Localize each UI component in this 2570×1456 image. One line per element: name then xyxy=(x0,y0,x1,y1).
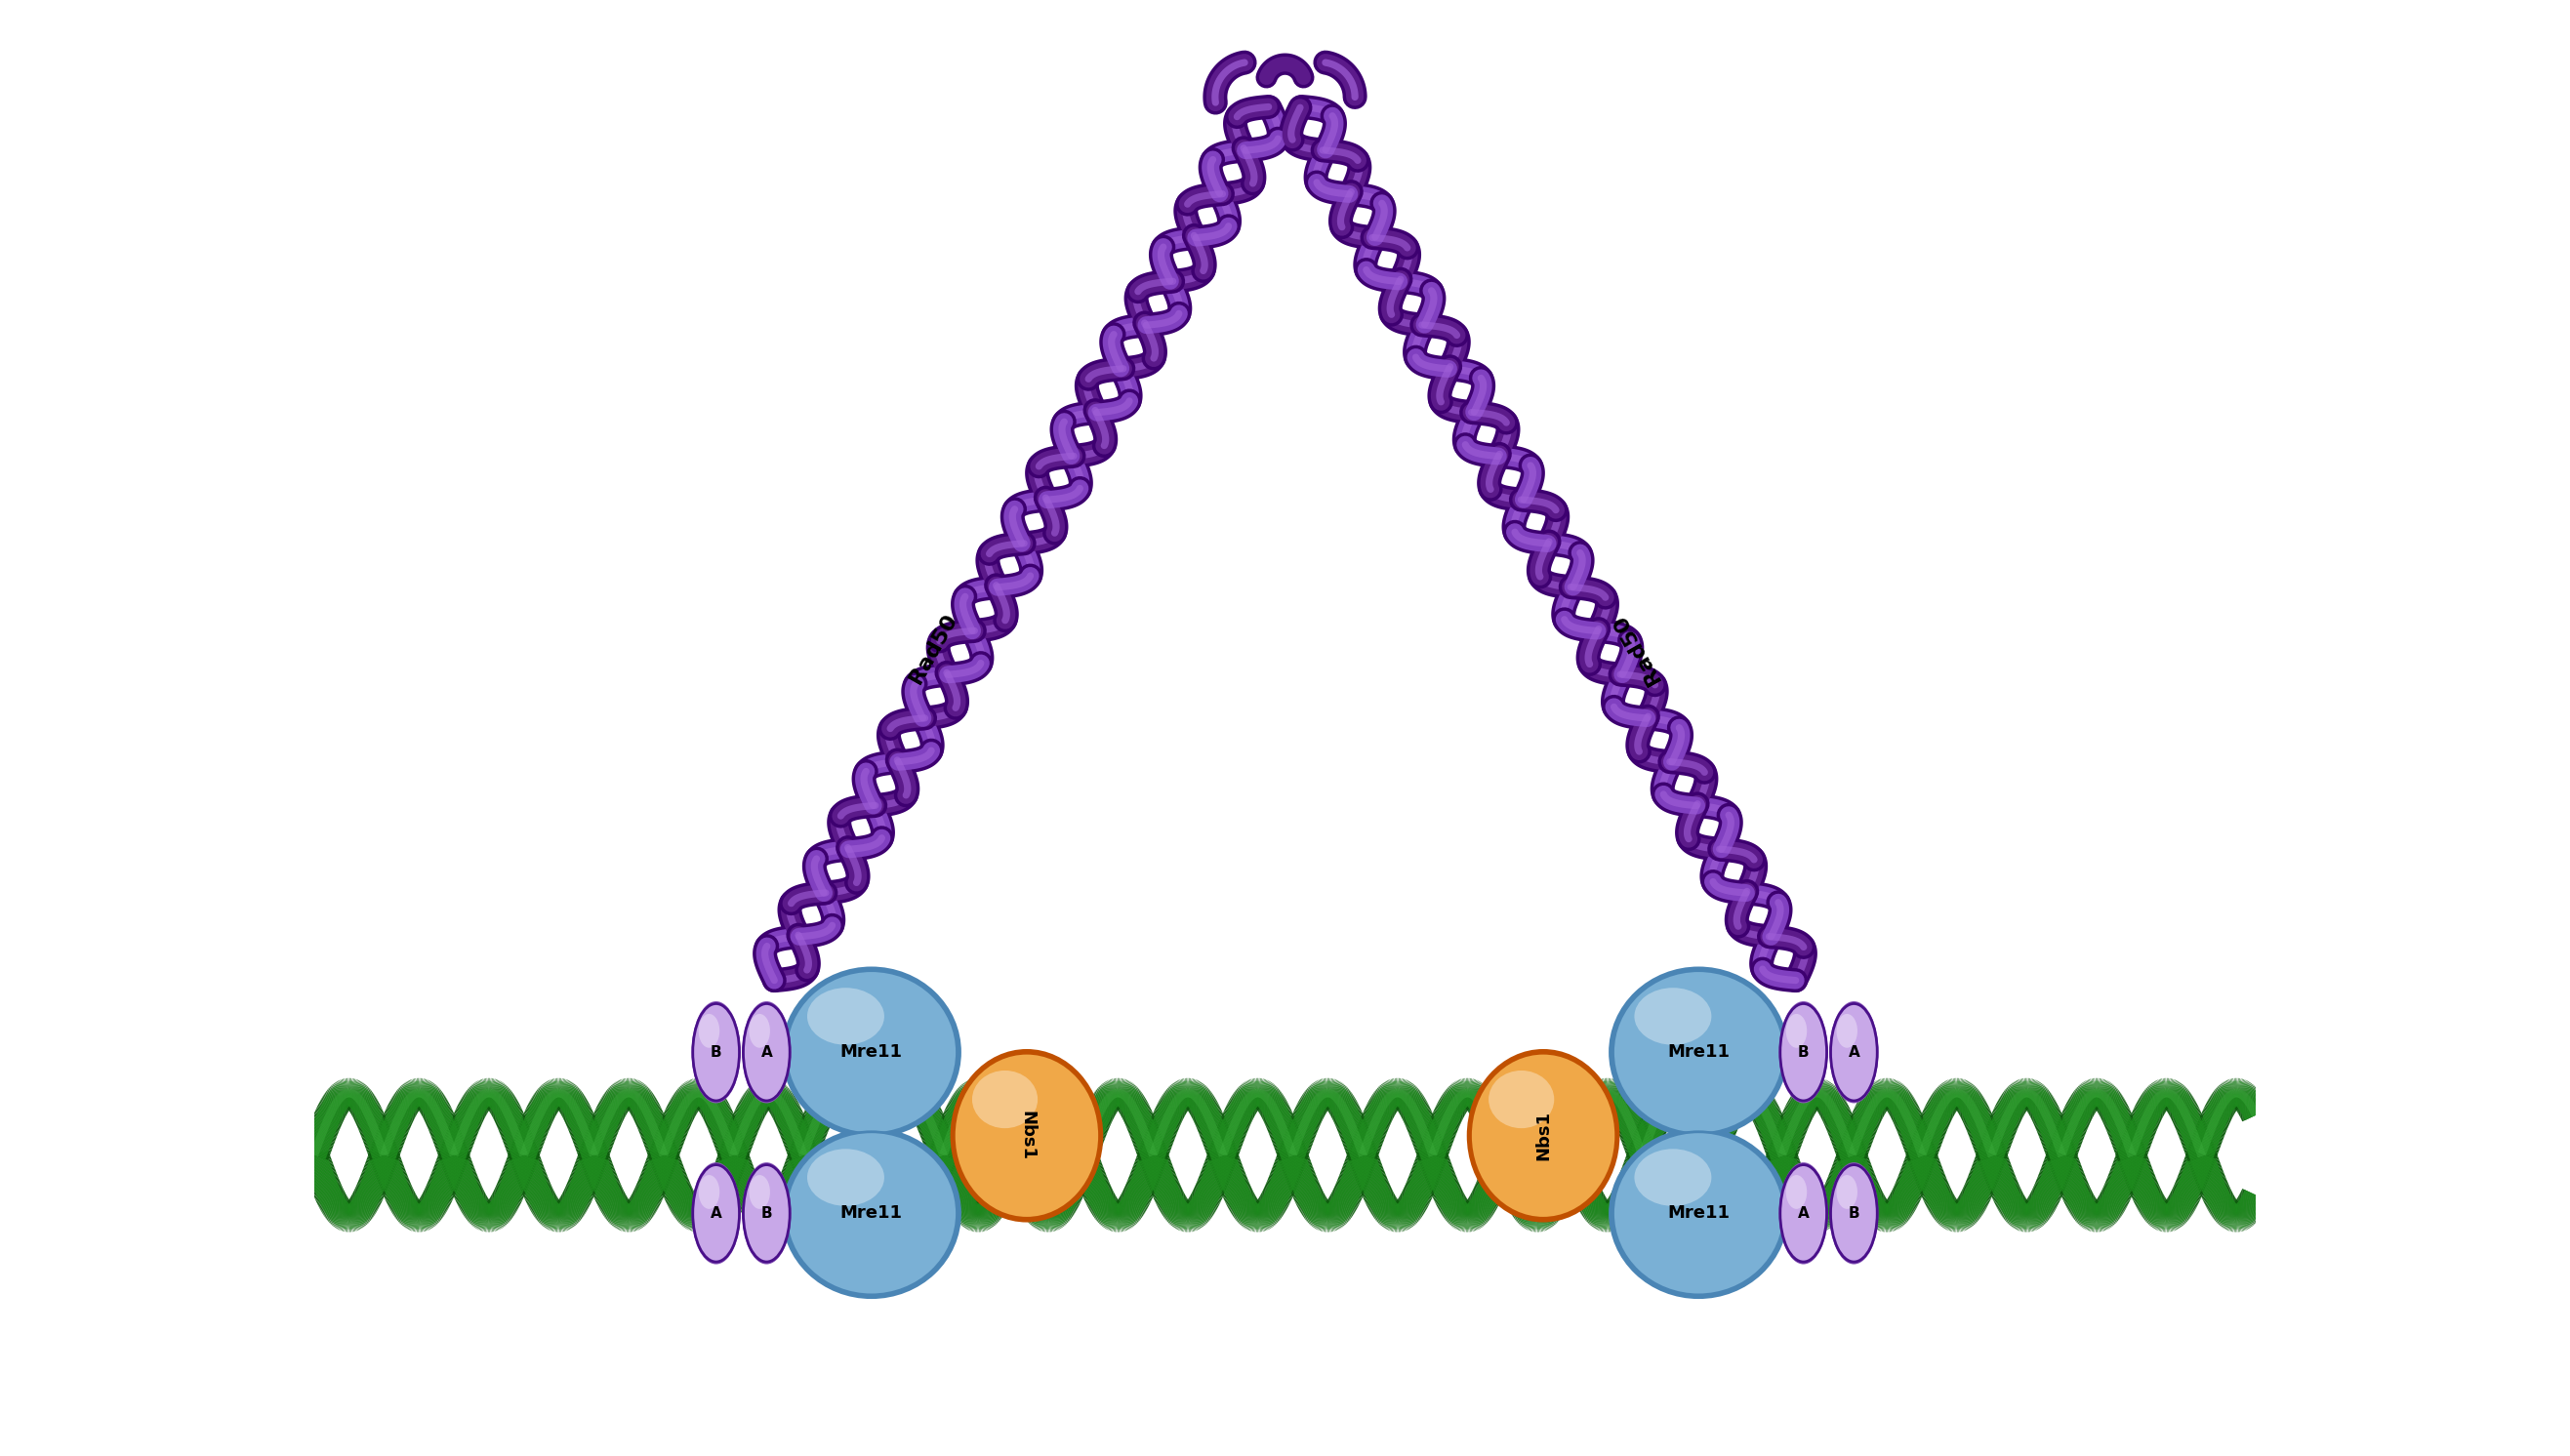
Ellipse shape xyxy=(807,1149,884,1206)
Text: B: B xyxy=(1799,1045,1809,1060)
Ellipse shape xyxy=(781,1128,961,1299)
Ellipse shape xyxy=(1488,1070,1555,1128)
Ellipse shape xyxy=(1838,1013,1858,1048)
Ellipse shape xyxy=(699,1013,720,1048)
Ellipse shape xyxy=(1467,1048,1619,1223)
Text: Rad50: Rad50 xyxy=(905,610,961,687)
Ellipse shape xyxy=(1614,971,1784,1134)
Ellipse shape xyxy=(1635,1149,1712,1206)
Text: Rad50: Rad50 xyxy=(1609,610,1665,687)
Ellipse shape xyxy=(953,1053,1100,1219)
Ellipse shape xyxy=(691,1002,740,1104)
Ellipse shape xyxy=(1830,1162,1879,1264)
Text: Mre11: Mre11 xyxy=(1668,1204,1730,1222)
Ellipse shape xyxy=(748,1013,771,1048)
Text: Nbs1: Nbs1 xyxy=(1534,1111,1552,1160)
Ellipse shape xyxy=(786,1131,956,1294)
Text: B: B xyxy=(761,1206,771,1220)
Ellipse shape xyxy=(1830,1003,1876,1101)
Text: B: B xyxy=(1848,1206,1861,1220)
Text: A: A xyxy=(709,1206,722,1220)
Ellipse shape xyxy=(691,1162,740,1264)
Text: A: A xyxy=(1796,1206,1809,1220)
Ellipse shape xyxy=(743,1003,789,1101)
Ellipse shape xyxy=(1781,1003,1827,1101)
Ellipse shape xyxy=(1778,1162,1827,1264)
Ellipse shape xyxy=(786,971,956,1134)
Text: Mre11: Mre11 xyxy=(840,1044,902,1061)
Text: B: B xyxy=(709,1045,722,1060)
Text: Nbs1: Nbs1 xyxy=(1018,1111,1036,1160)
Ellipse shape xyxy=(807,987,884,1045)
Ellipse shape xyxy=(743,1002,792,1104)
Ellipse shape xyxy=(1786,1175,1807,1208)
Ellipse shape xyxy=(1786,1013,1807,1048)
Ellipse shape xyxy=(743,1165,789,1262)
Ellipse shape xyxy=(1781,1165,1827,1262)
Ellipse shape xyxy=(951,1048,1103,1223)
Ellipse shape xyxy=(699,1175,720,1208)
Text: A: A xyxy=(761,1045,774,1060)
Ellipse shape xyxy=(1614,1131,1784,1294)
Ellipse shape xyxy=(748,1175,771,1208)
Ellipse shape xyxy=(971,1070,1038,1128)
Ellipse shape xyxy=(781,967,961,1137)
Ellipse shape xyxy=(1830,1165,1876,1262)
Ellipse shape xyxy=(1635,987,1712,1045)
Ellipse shape xyxy=(694,1165,740,1262)
Ellipse shape xyxy=(743,1162,792,1264)
Text: Mre11: Mre11 xyxy=(840,1204,902,1222)
Ellipse shape xyxy=(1470,1053,1617,1219)
Ellipse shape xyxy=(1838,1175,1858,1208)
Ellipse shape xyxy=(694,1003,740,1101)
Ellipse shape xyxy=(1609,1128,1789,1299)
Ellipse shape xyxy=(1830,1002,1879,1104)
Ellipse shape xyxy=(1778,1002,1827,1104)
Text: Mre11: Mre11 xyxy=(1668,1044,1730,1061)
Ellipse shape xyxy=(1609,967,1789,1137)
Text: A: A xyxy=(1848,1045,1861,1060)
